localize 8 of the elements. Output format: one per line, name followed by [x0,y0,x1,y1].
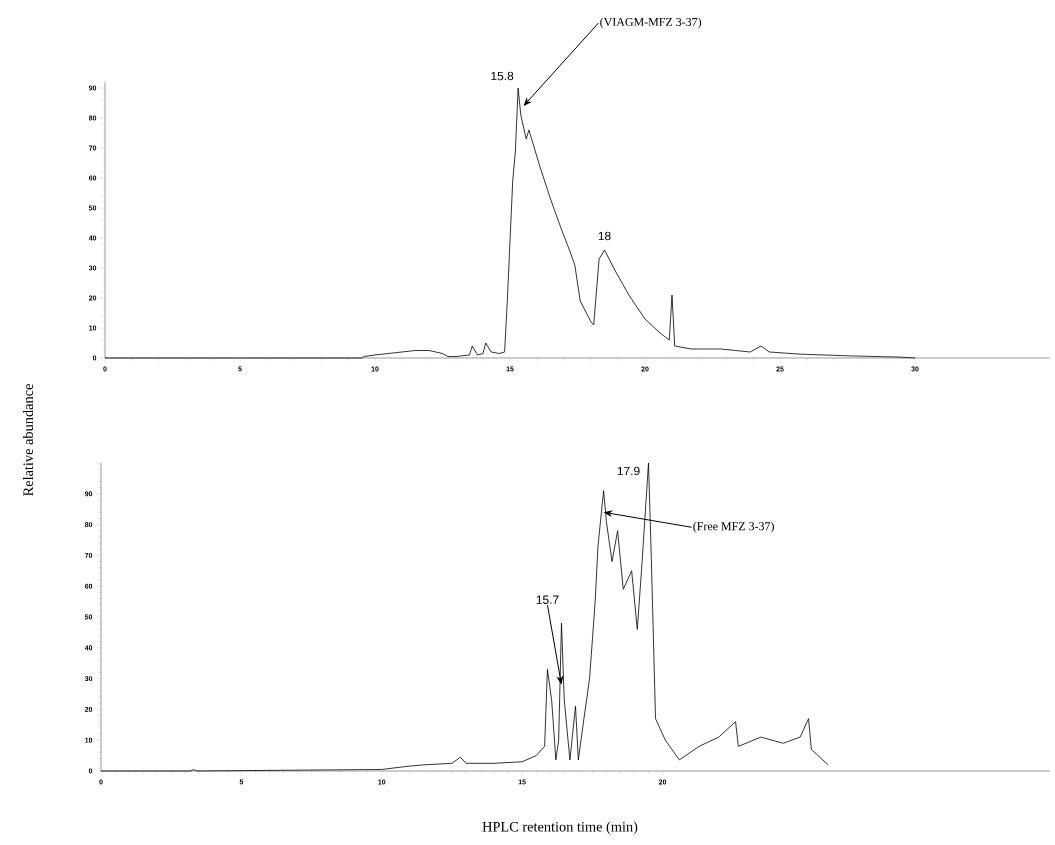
y-axis-title: Relative abundance [22,384,34,496]
annotation: (Free MFZ 3-37) [693,521,774,533]
annotation: 15.8 [491,71,514,81]
annotation: 15.7 [536,595,559,604]
annotation: (VIAGM-MFZ 3-37) [600,17,702,29]
x-axis-title: HPLC retention time (min) [482,821,638,835]
annotation: 17.9 [617,466,640,476]
annotation: 18 [598,231,611,241]
